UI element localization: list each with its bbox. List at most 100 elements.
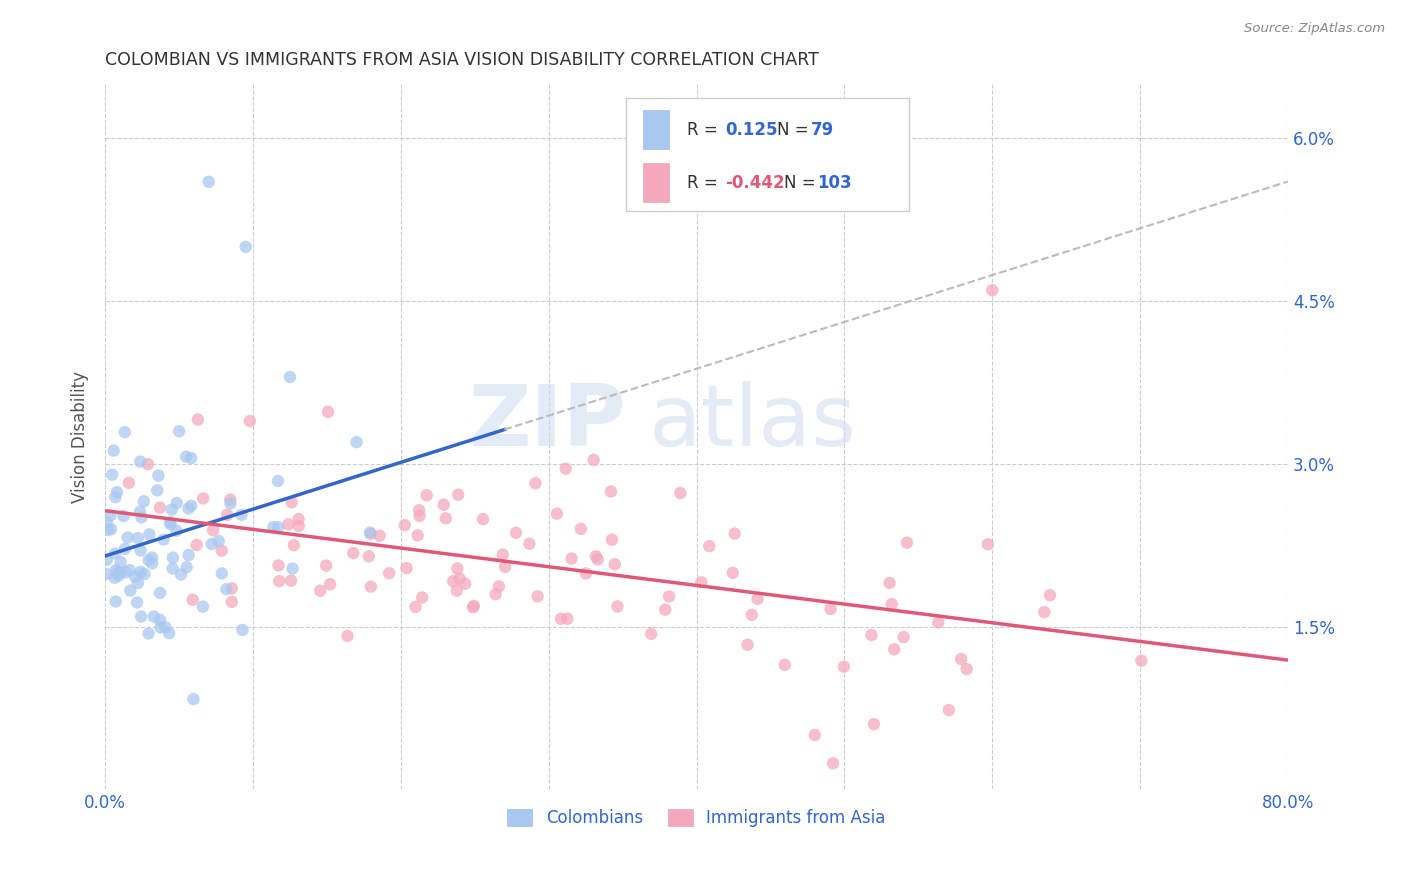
Point <box>280 495 302 509</box>
Point <box>893 630 915 644</box>
Point <box>162 550 184 565</box>
Point <box>394 518 416 533</box>
Point <box>100 508 122 523</box>
Point <box>585 549 607 564</box>
Point <box>129 543 152 558</box>
Point <box>177 548 200 562</box>
Point <box>138 553 160 567</box>
Point <box>472 512 495 526</box>
Point <box>97 523 120 537</box>
Point <box>654 602 676 616</box>
Point <box>138 527 160 541</box>
Point <box>197 175 219 189</box>
Point <box>267 520 290 534</box>
Point <box>104 594 127 608</box>
Point <box>1130 654 1153 668</box>
Point <box>267 474 290 488</box>
Point <box>149 500 172 515</box>
Point <box>219 496 242 510</box>
Point <box>658 590 681 604</box>
Point <box>415 488 437 502</box>
Point <box>118 475 141 490</box>
Point <box>114 425 136 439</box>
Point <box>180 451 202 466</box>
Point <box>114 541 136 556</box>
Point <box>741 607 763 622</box>
Point <box>183 692 205 706</box>
Point <box>600 484 623 499</box>
Point <box>747 591 769 606</box>
Point <box>446 583 468 598</box>
Point <box>524 476 547 491</box>
Point <box>280 574 302 588</box>
Point <box>202 523 225 537</box>
Point <box>336 629 359 643</box>
Point <box>105 485 128 500</box>
Point <box>433 498 456 512</box>
Point <box>346 435 368 450</box>
Point <box>287 512 309 526</box>
Point <box>231 623 253 637</box>
Point <box>104 490 127 504</box>
Point <box>277 517 299 532</box>
Point <box>316 405 339 419</box>
Point <box>149 586 172 600</box>
Point <box>550 612 572 626</box>
Point <box>104 571 127 585</box>
Point <box>488 579 510 593</box>
Point <box>107 565 129 579</box>
Point <box>773 657 796 672</box>
Point <box>505 525 527 540</box>
Point <box>191 599 214 614</box>
Point <box>461 600 484 615</box>
Point <box>880 597 903 611</box>
Point <box>180 499 202 513</box>
Point <box>186 538 208 552</box>
Point <box>162 561 184 575</box>
Point <box>138 626 160 640</box>
Point <box>446 561 468 575</box>
Text: 79: 79 <box>811 120 835 138</box>
Point <box>127 531 149 545</box>
Point <box>104 563 127 577</box>
Point <box>860 628 883 642</box>
Point <box>124 570 146 584</box>
Point <box>821 756 844 771</box>
Point <box>927 615 949 630</box>
Point <box>724 526 747 541</box>
Point <box>561 551 583 566</box>
Point <box>155 620 177 634</box>
Text: N =: N = <box>785 174 821 192</box>
Point <box>357 549 380 564</box>
Text: COLOMBIAN VS IMMIGRANTS FROM ASIA VISION DISABILITY CORRELATION CHART: COLOMBIAN VS IMMIGRANTS FROM ASIA VISION… <box>105 51 820 69</box>
Point <box>408 503 430 517</box>
Legend: Colombians, Immigrants from Asia: Colombians, Immigrants from Asia <box>501 802 893 834</box>
Point <box>315 558 337 573</box>
Point <box>134 567 156 582</box>
Point <box>152 533 174 547</box>
Point <box>263 520 285 534</box>
Point <box>406 528 429 542</box>
Point <box>737 638 759 652</box>
Point <box>112 509 135 524</box>
Point <box>201 537 224 551</box>
Point <box>600 533 623 547</box>
Point <box>166 496 188 510</box>
Point <box>804 728 827 742</box>
Point <box>177 501 200 516</box>
Point <box>117 531 139 545</box>
Text: 103: 103 <box>817 174 852 192</box>
Point <box>107 568 129 582</box>
Point <box>141 556 163 570</box>
Point <box>125 595 148 609</box>
Point <box>211 566 233 581</box>
Point <box>603 558 626 572</box>
Point <box>447 488 470 502</box>
Point <box>129 609 152 624</box>
Text: N =: N = <box>778 120 814 138</box>
Point <box>235 240 257 254</box>
Point <box>485 587 508 601</box>
Point <box>108 566 131 580</box>
Point <box>131 510 153 524</box>
Point <box>1033 605 1056 619</box>
